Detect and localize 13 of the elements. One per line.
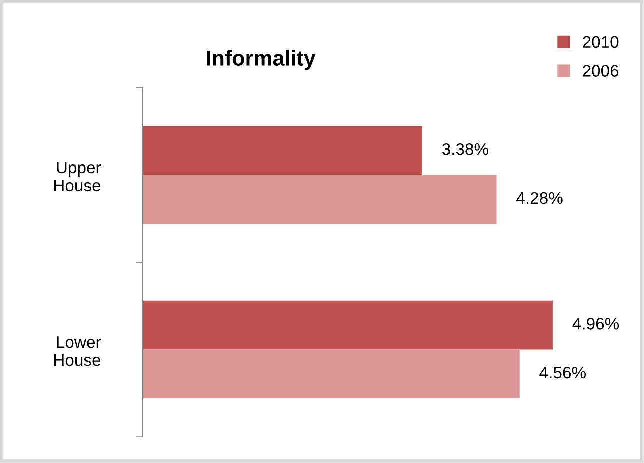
chart-title: Informality (207, 50, 316, 70)
legend-label: 2010 (583, 36, 619, 48)
y-tick-label: Upper House (54, 162, 102, 192)
data-label: 4.96% (572, 318, 620, 330)
bar (142, 126, 422, 176)
bar (142, 350, 520, 399)
legend-label: 2006 (583, 65, 619, 77)
y-tick-label: Lower House (54, 336, 102, 366)
bar (142, 300, 553, 350)
data-label: 4.56% (540, 366, 586, 379)
bar (142, 175, 497, 224)
data-label: 4.28% (516, 192, 563, 204)
data-label: 3.38% (442, 143, 488, 156)
